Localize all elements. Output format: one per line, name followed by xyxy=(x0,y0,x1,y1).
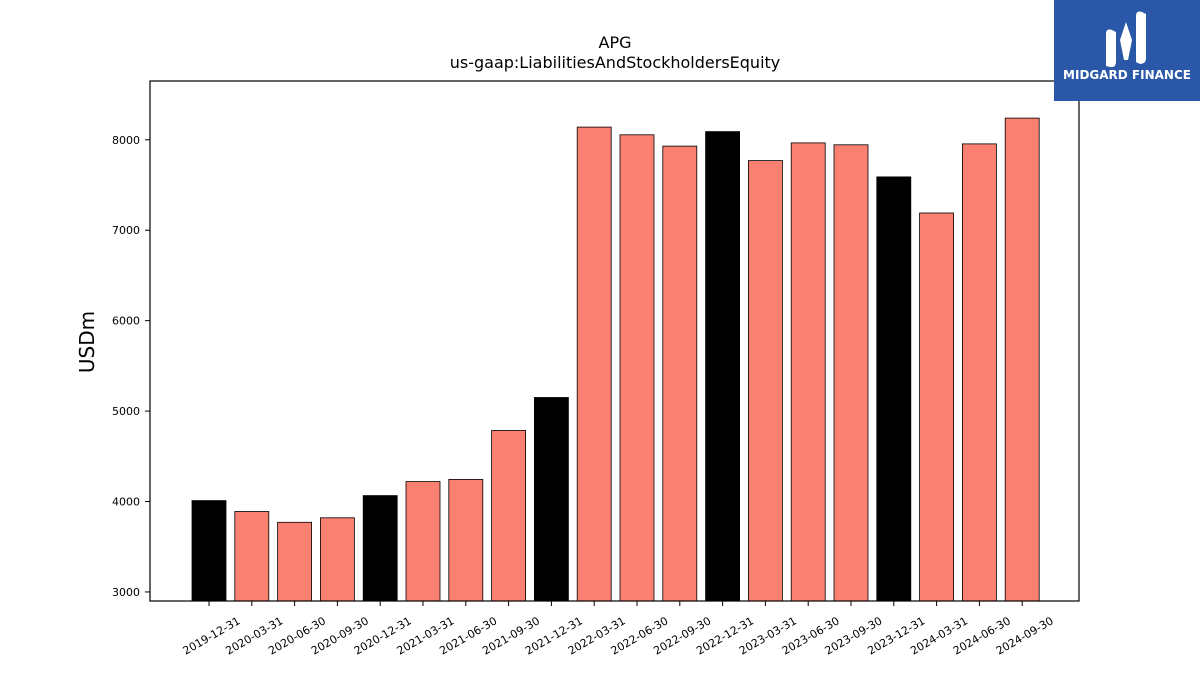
midgard-finance-logo: MIDGARD FINANCE xyxy=(1054,0,1200,101)
y-axis-ticks: 3000 4000 5000 6000 7000 8000 xyxy=(112,134,150,599)
bar-2023-03-31 xyxy=(748,160,783,602)
x-axis-ticks: 2019-12-312020-03-312020-06-302020-09-30… xyxy=(181,601,1056,658)
bar-2023-12-31 xyxy=(876,176,912,602)
bar-2021-12-31 xyxy=(534,397,569,602)
bar-2021-06-30 xyxy=(448,478,484,602)
bar-2023-09-30 xyxy=(833,144,869,602)
chart-title: APG xyxy=(599,33,632,52)
y-axis-label: USDm xyxy=(75,311,99,373)
bar-2019-12-31 xyxy=(191,500,227,602)
y-tick-label: 3000 xyxy=(112,586,140,599)
bar-2021-03-31 xyxy=(405,481,441,602)
bar-2022-03-31 xyxy=(576,126,612,602)
bar-2024-09-30 xyxy=(1004,117,1040,602)
y-tick-label: 5000 xyxy=(112,405,140,418)
bars-group xyxy=(191,117,1040,602)
y-tick-label: 6000 xyxy=(112,315,140,328)
bar-2021-09-30 xyxy=(491,430,527,602)
y-tick-label: 7000 xyxy=(112,224,140,237)
bar-2024-03-31 xyxy=(919,212,954,602)
bar-2022-06-30 xyxy=(619,134,655,602)
bar-2024-06-30 xyxy=(962,143,997,602)
bar-2020-06-30 xyxy=(277,521,313,602)
y-tick-label: 8000 xyxy=(112,134,140,147)
bar-2020-09-30 xyxy=(319,517,355,602)
midgard-m-logo-icon xyxy=(1106,11,1146,68)
logo-text: MIDGARD FINANCE xyxy=(1063,68,1191,82)
bar-2020-12-31 xyxy=(362,495,398,602)
bar-2023-06-30 xyxy=(790,142,826,602)
plot-frame xyxy=(149,80,1080,602)
bar-2022-12-31 xyxy=(705,131,740,602)
chart-subtitle: us-gaap:LiabilitiesAndStockholdersEquity xyxy=(450,53,781,72)
bar-2020-03-31 xyxy=(234,511,270,602)
bar-2022-09-30 xyxy=(662,145,698,602)
y-tick-label: 4000 xyxy=(112,496,140,509)
